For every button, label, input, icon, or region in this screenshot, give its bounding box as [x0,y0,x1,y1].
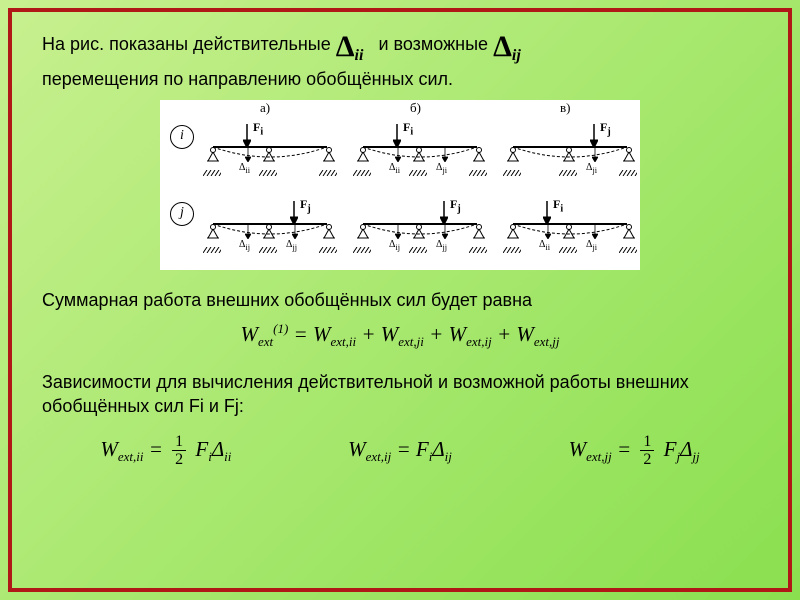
text-part-1: На рис. показаны действительные [42,34,331,54]
delta-sub-ii: ii [355,47,364,64]
beam-cell: FjΔijΔjj [205,195,335,255]
row-label: j [170,202,194,226]
delta-symbol-ij: Δ [493,32,512,62]
beam-cell: FjΔji [505,118,635,178]
dependency-text: Зависимости для вычисления действительно… [42,370,758,419]
slide: На рис. показаны действительные Δii и во… [0,0,800,600]
equation-row: Wext,ii = 12 FiΔii Wext,ij = FiΔij Wext,jj… [42,433,758,469]
beam-cell: FiΔii [205,118,335,178]
col-label: б) [410,100,421,116]
beam-diagram: а) б) в) i j FiΔii FiΔiiΔji FjΔji FjΔijΔjj FjΔijΔ… [160,100,640,270]
intro-line-1: На рис. показаны действительные Δii и во… [42,32,758,65]
equation: Wext,ii = 12 FiΔii [100,433,231,469]
delta-symbol-ii: Δ [336,32,355,62]
equation: Wext,jj = 12 FjΔjj [569,433,700,469]
summary-text: Суммарная работа внешних обобщённых сил … [42,290,758,311]
equation: Wext,ij = FiΔij [348,437,452,465]
beam-cell: FiΔiiΔji [355,118,485,178]
row-label: i [170,125,194,149]
delta-sub-ij: ij [512,47,521,64]
col-label: в) [560,100,570,116]
slide-frame: На рис. показаны действительные Δii и во… [8,8,792,592]
text-part-2: и возможные [378,34,488,54]
col-label: а) [260,100,270,116]
beam-cell: FjΔijΔjj [355,195,485,255]
intro-line-2: перемещения по направлению обобщённых си… [42,69,758,90]
eq-main: Wext(1) = Wext,ii + Wext,ji + Wext,ij + … [240,321,559,350]
main-equation: Wext(1) = Wext,ii + Wext,ji + Wext,ij + … [42,321,758,350]
beam-cell: FiΔiiΔji [505,195,635,255]
